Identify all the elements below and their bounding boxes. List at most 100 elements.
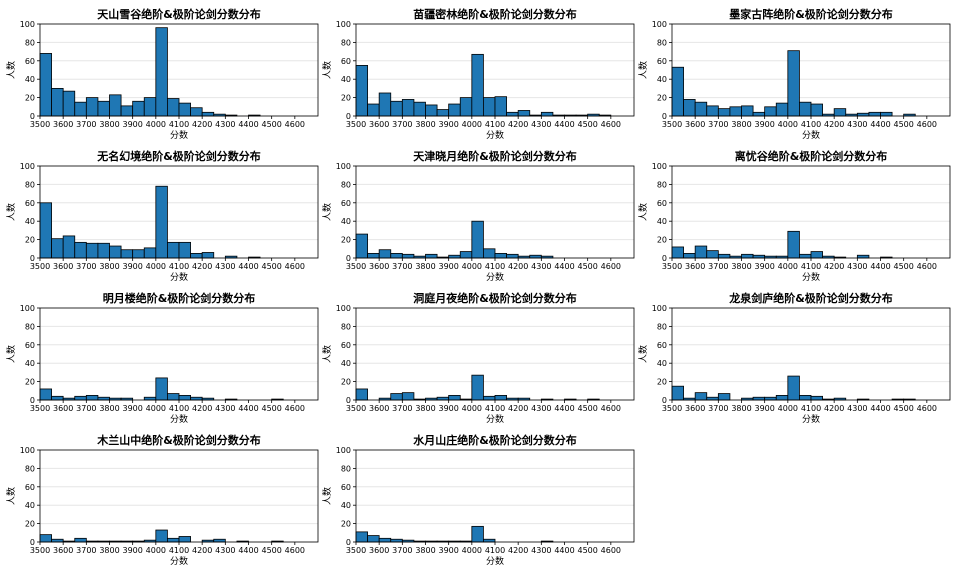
x-tick-label: 4400 [238, 546, 258, 555]
x-tick-label: 4200 [508, 404, 528, 413]
chart-title: 苗疆密林绝阶&极阶论剑分数分布 [413, 7, 577, 21]
x-tick-label: 3800 [99, 262, 119, 271]
x-tick-label: 3600 [685, 404, 705, 413]
x-tick-label: 3800 [731, 120, 751, 129]
x-tick-label: 4500 [261, 404, 281, 413]
x-tick-label: 4200 [508, 120, 528, 129]
y-tick-label: 40 [25, 75, 35, 84]
x-tick-label: 3800 [415, 404, 435, 413]
x-tick-label: 3600 [369, 262, 389, 271]
x-tick-label: 4200 [192, 404, 212, 413]
x-tick-label: 4200 [824, 120, 844, 129]
x-tick-label: 4300 [847, 120, 867, 129]
x-tick-label: 4000 [462, 120, 482, 129]
y-tick-label: 0 [30, 254, 35, 263]
x-tick-label: 3800 [731, 262, 751, 271]
y-tick-label: 20 [657, 236, 667, 245]
x-tick-label: 4000 [146, 120, 166, 129]
x-tick-label: 3800 [99, 404, 119, 413]
x-axis-label: 分数 [170, 555, 188, 567]
x-tick-label: 3700 [76, 120, 96, 129]
y-tick-label: 60 [25, 199, 35, 208]
y-tick-label: 100 [336, 162, 351, 171]
x-tick-label: 4400 [238, 262, 258, 271]
y-tick-label: 100 [336, 304, 351, 313]
x-tick-label: 4100 [485, 404, 505, 413]
x-tick-label: 4300 [847, 404, 867, 413]
x-tick-label: 4100 [169, 404, 189, 413]
y-axis-label: 人数 [5, 203, 17, 221]
x-tick-label: 3700 [76, 262, 96, 271]
y-axis-label: 人数 [5, 345, 17, 363]
x-tick-label: 4300 [531, 262, 551, 271]
y-tick-label: 100 [652, 304, 667, 313]
y-tick-label: 40 [341, 217, 351, 226]
x-tick-label: 3900 [754, 262, 774, 271]
x-tick-label: 4400 [238, 120, 258, 129]
x-tick-label: 4500 [893, 404, 913, 413]
chart-title: 龙泉剑庐绝阶&极阶论剑分数分布 [728, 291, 893, 305]
x-tick-label: 3900 [122, 404, 142, 413]
y-tick-label: 40 [341, 359, 351, 368]
y-tick-label: 40 [657, 217, 667, 226]
x-tick-label: 4400 [870, 404, 890, 413]
x-tick-label: 4300 [215, 262, 235, 271]
y-tick-label: 0 [346, 538, 351, 547]
x-tick-label: 4400 [554, 262, 574, 271]
y-tick-label: 60 [657, 341, 667, 350]
y-tick-label: 80 [341, 322, 351, 331]
y-tick-label: 20 [25, 236, 35, 245]
x-tick-label: 4500 [577, 262, 597, 271]
y-tick-label: 20 [25, 94, 35, 103]
x-tick-label: 3800 [99, 546, 119, 555]
y-tick-label: 20 [341, 236, 351, 245]
y-tick-label: 0 [662, 396, 667, 405]
y-tick-label: 100 [336, 20, 351, 29]
y-tick-label: 60 [25, 483, 35, 492]
y-tick-label: 0 [30, 396, 35, 405]
y-tick-label: 100 [336, 446, 351, 455]
x-tick-label: 4100 [485, 262, 505, 271]
x-tick-label: 3600 [53, 404, 73, 413]
histogram-bar [367, 535, 380, 543]
y-tick-label: 0 [662, 254, 667, 263]
x-tick-label: 3800 [99, 120, 119, 129]
y-tick-label: 20 [25, 378, 35, 387]
x-tick-label: 4600 [285, 546, 305, 555]
y-tick-label: 40 [25, 217, 35, 226]
x-axis-label: 分数 [170, 413, 188, 425]
y-tick-label: 80 [25, 180, 35, 189]
x-tick-label: 3900 [438, 546, 458, 555]
x-tick-label: 4300 [531, 546, 551, 555]
y-tick-label: 100 [20, 20, 35, 29]
y-tick-label: 0 [662, 112, 667, 121]
y-tick-label: 40 [25, 501, 35, 510]
x-tick-label: 4000 [462, 262, 482, 271]
x-tick-label: 3700 [392, 262, 412, 271]
y-tick-label: 100 [652, 162, 667, 171]
x-tick-label: 4600 [601, 404, 621, 413]
y-tick-label: 100 [20, 304, 35, 313]
y-tick-label: 100 [20, 446, 35, 455]
y-tick-label: 100 [20, 162, 35, 171]
y-tick-label: 60 [25, 341, 35, 350]
x-tick-label: 3800 [415, 120, 435, 129]
x-tick-label: 3900 [438, 404, 458, 413]
y-tick-label: 0 [346, 112, 351, 121]
plot-frame [355, 449, 635, 543]
x-tick-label: 4500 [893, 120, 913, 129]
y-tick-label: 60 [341, 483, 351, 492]
x-tick-label: 4200 [192, 546, 212, 555]
x-tick-label: 4000 [146, 546, 166, 555]
x-tick-label: 4400 [870, 120, 890, 129]
y-tick-label: 80 [341, 180, 351, 189]
y-axis-label: 人数 [321, 203, 333, 221]
x-tick-label: 4100 [485, 120, 505, 129]
